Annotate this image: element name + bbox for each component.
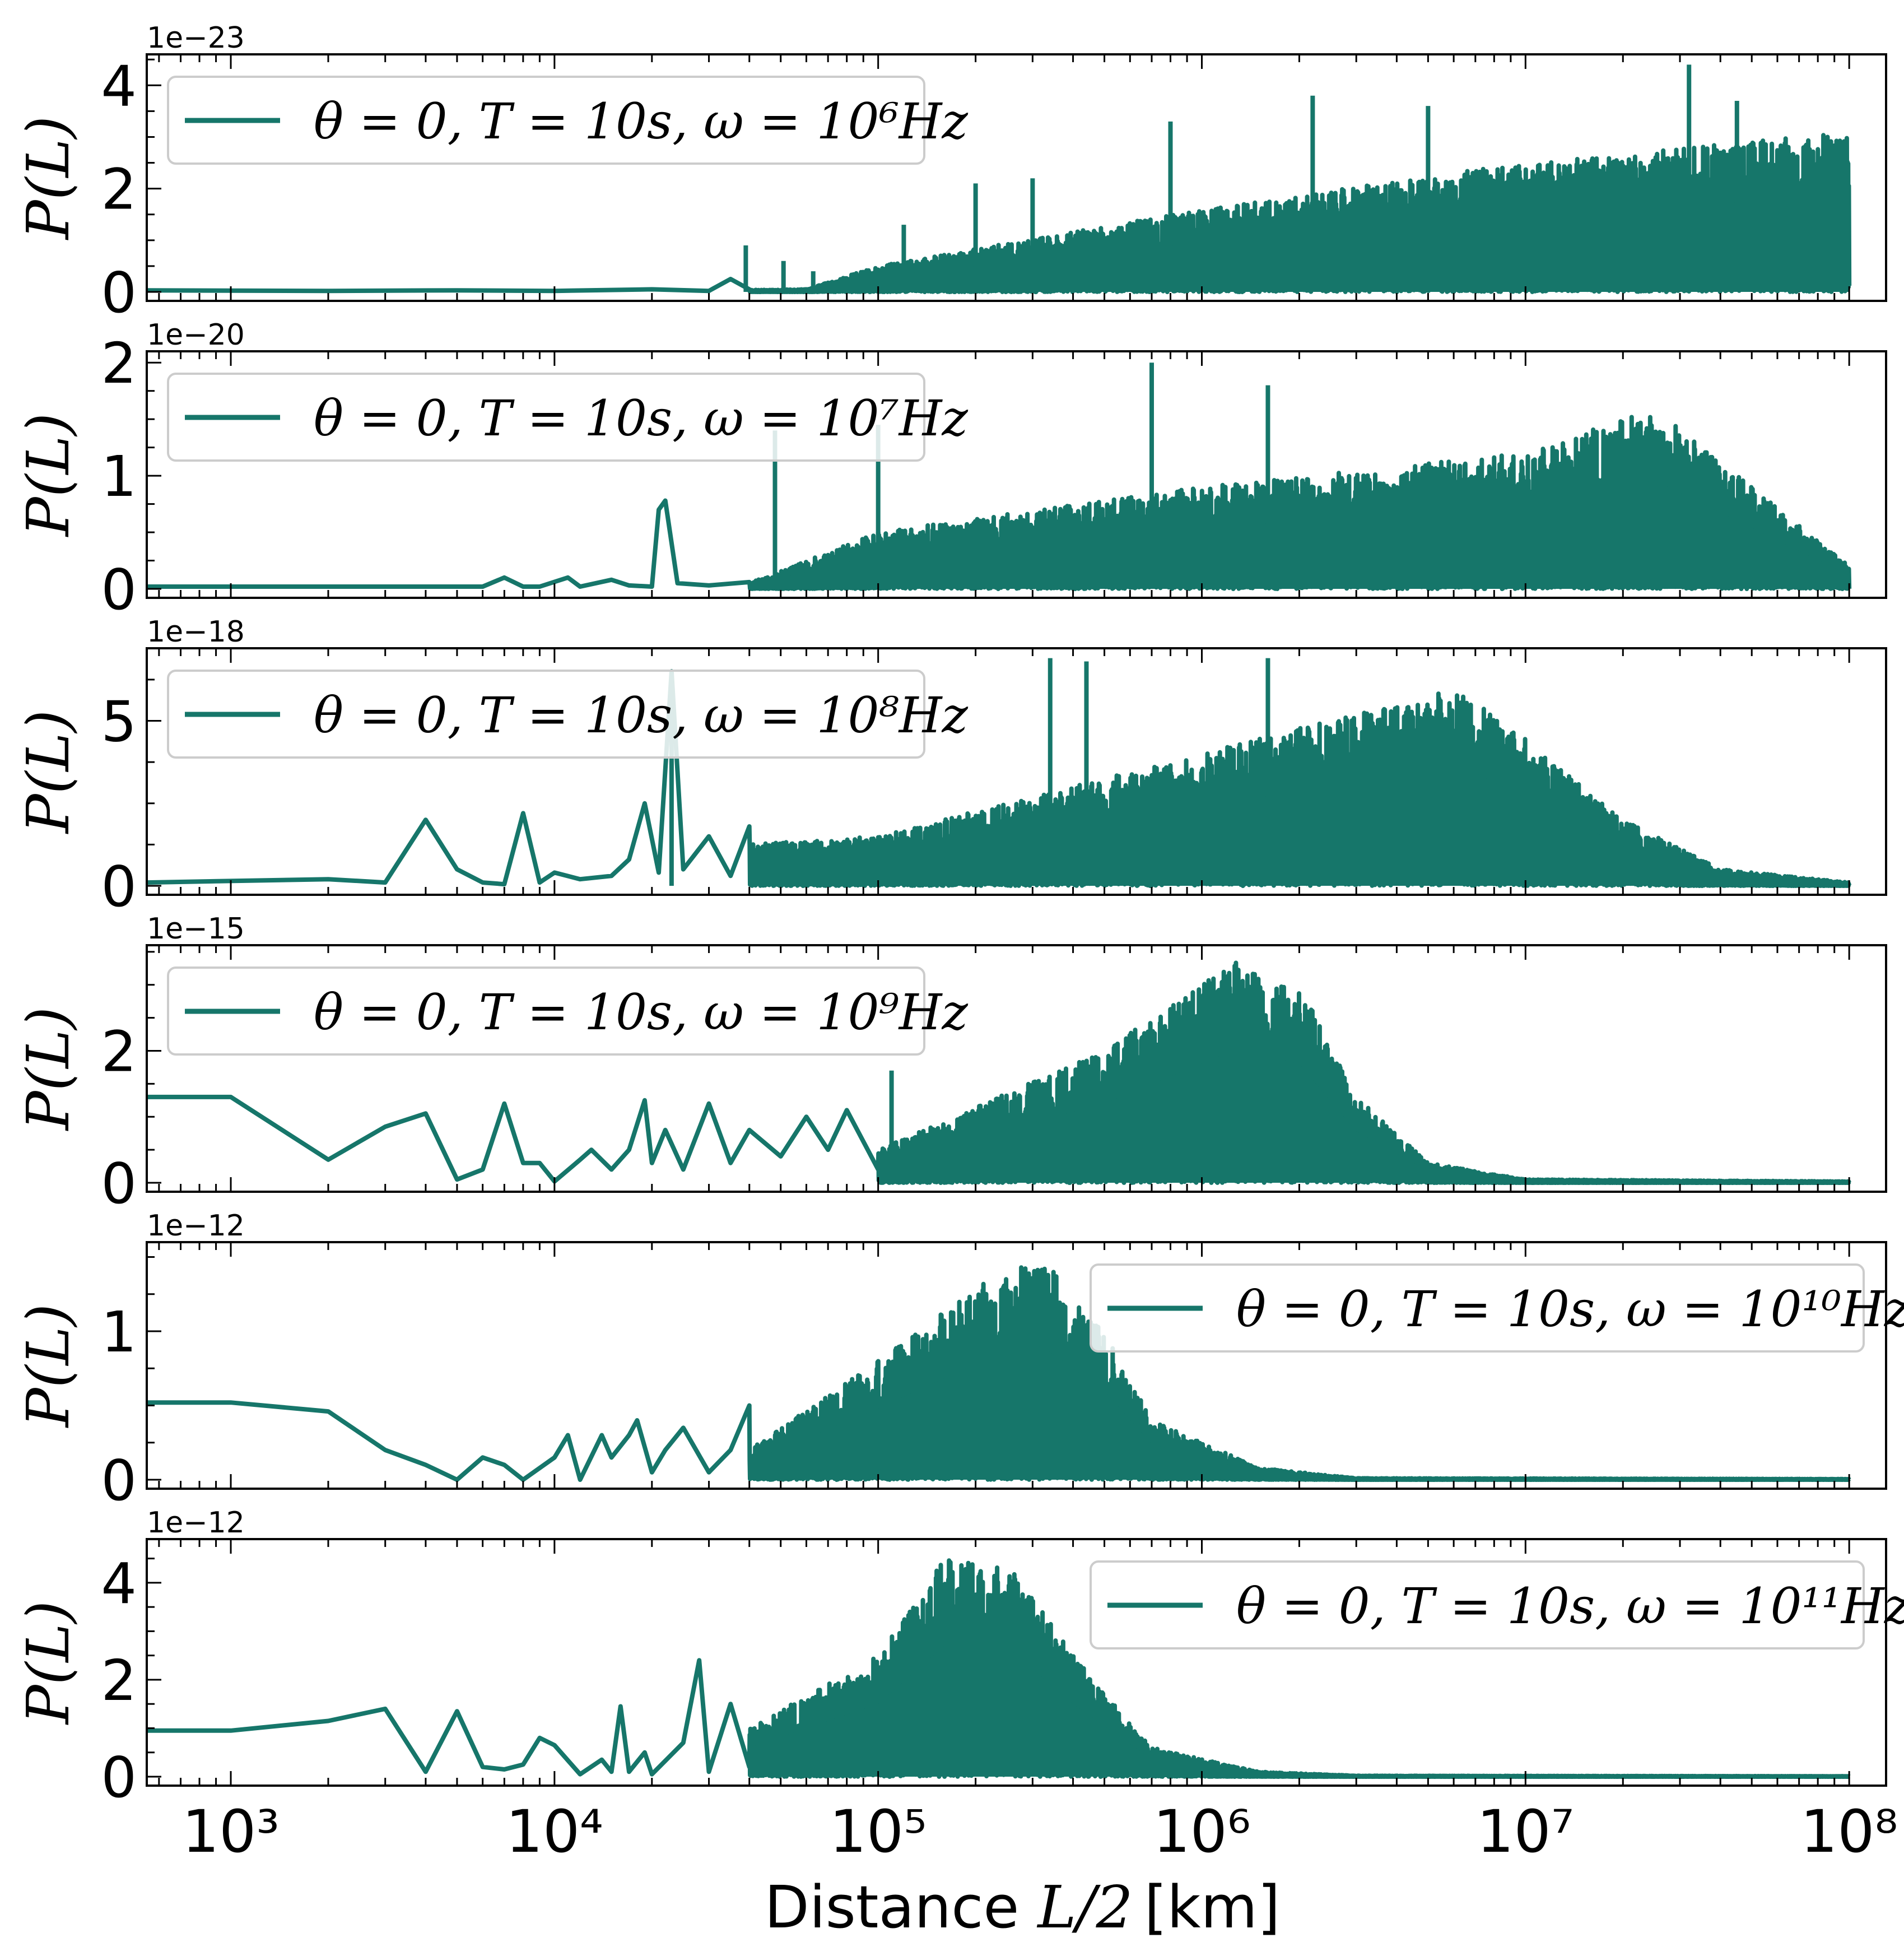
legend-label: θ = 0, T = 10s, ω = 10⁸Hz (314, 686, 968, 744)
x-tick-labels: 10³ 10⁴ 10⁵ 10⁶ 10⁷ 10⁸ (182, 1797, 1898, 1866)
panel-4: 0 2 1e−15 P(L) θ = 0, T = 10s, ω = 10⁹Hz (14, 912, 1887, 1216)
legend-frame (167, 966, 925, 1056)
y-offset-text: 1e−23 (147, 21, 245, 55)
x-tick-label: 10⁴ (506, 1797, 603, 1866)
y-axis-label: P(L) (14, 1601, 82, 1725)
panel-5: 0 1 1e−12 P(L) θ = 0, T = 10s, ω = 10¹⁰Hz (14, 1209, 1904, 1513)
series-line-group (147, 363, 1852, 591)
legend: θ = 0, T = 10s, ω = 10¹¹Hz (1090, 1560, 1904, 1649)
x-axis-label-math: L/2 (1036, 1873, 1133, 1941)
y-tick-label: 2 (101, 157, 137, 222)
y-offset-text: 1e−18 (147, 615, 245, 649)
y-axis-label: P(L) (14, 710, 82, 834)
y-tick-label: 1 (101, 1299, 137, 1365)
y-tick-label: 2 (101, 1019, 137, 1084)
axes-frame (146, 53, 1887, 302)
legend: θ = 0, T = 10s, ω = 10⁶Hz (167, 76, 968, 165)
y-axis-label: P(L) (14, 1007, 82, 1131)
axes-frame (146, 1241, 1887, 1490)
x-tick-label: 10⁵ (830, 1797, 927, 1866)
y-tick-label: 0 (101, 260, 137, 326)
y-offset-text: 1e−12 (147, 1209, 245, 1243)
series-fill (749, 196, 1850, 292)
y-offset-text: 1e−15 (147, 912, 245, 946)
legend-label: θ = 0, T = 10s, ω = 10¹¹Hz (1236, 1577, 1904, 1635)
legend: θ = 0, T = 10s, ω = 10¹⁰Hz (1090, 1263, 1904, 1353)
y-offset-text: 1e−20 (147, 318, 245, 352)
panel-1: 0 2 4 1e−23 P(L) θ = 0, T = 10s, ω = 10⁶Hz (14, 21, 1887, 326)
series-line-group (147, 1558, 1851, 1779)
y-offset-text: 1e−12 (147, 1506, 245, 1540)
legend: θ = 0, T = 10s, ω = 10⁷Hz (167, 373, 968, 462)
y-tick-label: 0 (101, 557, 137, 622)
panel-2: 0 1 2 1e−20 P(L) θ = 0, T = 10s, ω = 10⁷Hz (14, 318, 1887, 622)
y-tick-label: 2 (101, 1648, 137, 1713)
legend-label: θ = 0, T = 10s, ω = 10⁶Hz (314, 92, 968, 150)
legend-frame (1090, 1560, 1865, 1649)
y-tick-label: 0 (101, 854, 137, 919)
x-axis-label: Distance L/2 [km] (765, 1873, 1281, 1941)
panel-3: 0 5 1e−18 P(L) θ = 0, T = 10s, ω = 10⁸Hz (14, 615, 1887, 919)
panel-6: 0 2 4 1e−12 P(L) θ = 0, T = 10s, ω = 10¹¹Hz (14, 1506, 1904, 1810)
legend-label: θ = 0, T = 10s, ω = 10¹⁰Hz (1236, 1280, 1904, 1338)
series-fill (749, 1646, 1850, 1777)
y-axis-label: P(L) (14, 413, 82, 537)
legend: θ = 0, T = 10s, ω = 10⁸Hz (167, 670, 968, 759)
x-tick-label: 10⁸ (1800, 1797, 1898, 1866)
x-axis-label-unit: [km] (1144, 1873, 1281, 1941)
axes-frame (146, 1538, 1887, 1787)
series-fill (749, 1346, 1850, 1480)
x-tick-label: 10⁶ (1153, 1797, 1250, 1866)
legend: θ = 0, T = 10s, ω = 10⁹Hz (167, 966, 968, 1056)
series-line-group (147, 1265, 1851, 1482)
y-axis-label: P(L) (14, 1304, 82, 1428)
axes-frame (146, 647, 1887, 896)
y-tick-label: 4 (101, 1551, 137, 1616)
legend-frame (167, 76, 925, 165)
x-axis-label-prefix: Distance (765, 1873, 1038, 1941)
x-tick-label: 10³ (182, 1797, 280, 1866)
legend-label: θ = 0, T = 10s, ω = 10⁷Hz (314, 389, 968, 447)
axes-frame (146, 350, 1887, 599)
axes-frame (146, 944, 1887, 1193)
legend-frame (167, 670, 925, 759)
legend-label: θ = 0, T = 10s, ω = 10⁹Hz (314, 983, 968, 1041)
y-tick-label: 2 (101, 331, 137, 396)
y-tick-label: 5 (101, 689, 137, 755)
series-fill (749, 769, 1850, 886)
x-tick-label: 10⁷ (1477, 1797, 1574, 1866)
series-line-group (147, 960, 1851, 1185)
y-tick-label: 0 (101, 1745, 137, 1810)
y-axis-label: P(L) (14, 116, 82, 240)
y-tick-label: 4 (101, 53, 137, 119)
y-tick-label: 1 (101, 444, 137, 509)
y-tick-label: 0 (101, 1448, 137, 1513)
legend-frame (167, 373, 925, 462)
series-fill (749, 480, 1850, 589)
series-fill (878, 1048, 1850, 1183)
y-tick-label: 0 (101, 1151, 137, 1216)
series-line (147, 1558, 1851, 1779)
legend-frame (1090, 1263, 1865, 1353)
series-line-group (147, 64, 1852, 294)
